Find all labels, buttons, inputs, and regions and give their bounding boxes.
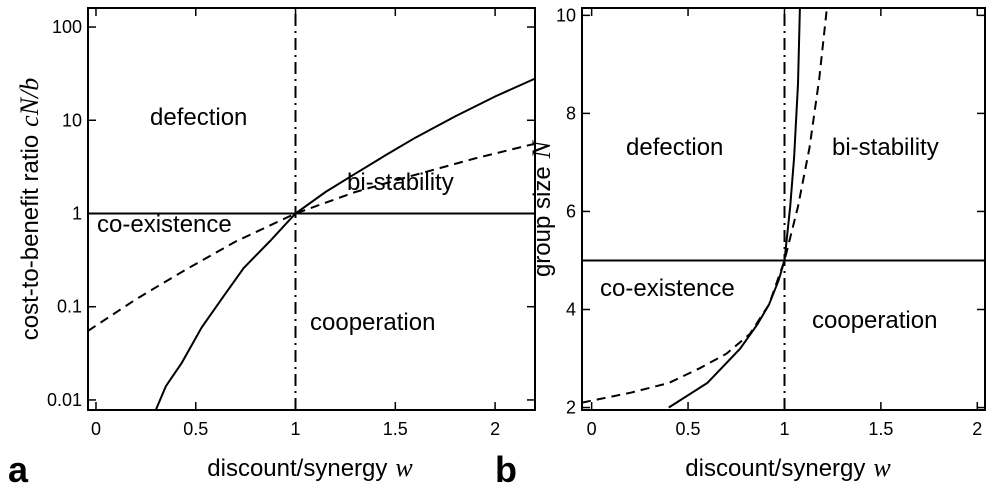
region-label: co-existence: [600, 275, 735, 302]
region-label: co-existence: [97, 211, 232, 238]
y-tick-label: 10: [556, 5, 576, 25]
plot-frame: [581, 7, 986, 411]
x-axis-label: discount/synergy w: [207, 453, 413, 482]
y-tick-label: 4: [566, 300, 576, 320]
x-axis-label-text: discount/synergy: [685, 455, 865, 482]
curve: [581, 7, 828, 404]
curve: [668, 7, 801, 409]
x-tick-label: 1.5: [868, 419, 893, 439]
x-axis-label: discount/synergy w: [685, 453, 891, 482]
x-tick-label: 0.5: [183, 419, 208, 439]
y-tick-label: 1: [72, 203, 82, 223]
x-tick-label: 0: [587, 419, 597, 439]
x-tick-label: 1: [291, 419, 301, 439]
y-tick-label: 100: [52, 17, 82, 37]
y-tick-label: 6: [566, 201, 576, 221]
y-tick-label: 10: [62, 110, 82, 130]
x-tick-label: 0.5: [676, 419, 701, 439]
y-axis-label: cost-to-benefit ratio cN/b: [15, 78, 44, 341]
region-label: cooperation: [310, 309, 435, 336]
y-axis-label-symbol: N: [527, 139, 556, 159]
panel-letter: a: [8, 449, 29, 490]
x-tick-label: 2: [490, 419, 500, 439]
y-tick-label: 0.1: [57, 297, 82, 317]
y-tick-label: 8: [566, 103, 576, 123]
panel-letter: b: [495, 449, 517, 490]
plot-frame: [87, 7, 536, 411]
region-label: bi-stability: [832, 134, 939, 161]
y-axis-label-text: cost-to-benefit ratio: [17, 135, 44, 340]
x-tick-label: 1.5: [383, 419, 408, 439]
x-axis-label-text: discount/synergy: [207, 455, 387, 482]
curve: [87, 142, 536, 332]
y-axis-label: group size N: [527, 139, 556, 277]
y-tick-label: 0.01: [47, 390, 82, 410]
x-axis-label-symbol: w: [873, 453, 891, 482]
y-tick-label: 2: [566, 398, 576, 418]
y-axis-label-symbol: cN/b: [15, 78, 44, 127]
x-tick-label: 1: [779, 419, 789, 439]
region-label: defection: [626, 134, 723, 161]
x-tick-label: 2: [972, 419, 982, 439]
region-label: bi-stability: [347, 169, 454, 196]
region-label: cooperation: [812, 307, 937, 334]
x-axis-label-symbol: w: [395, 453, 413, 482]
y-axis-label-text: group size: [529, 166, 556, 277]
x-tick-label: 0: [91, 419, 101, 439]
region-label: defection: [150, 104, 247, 131]
